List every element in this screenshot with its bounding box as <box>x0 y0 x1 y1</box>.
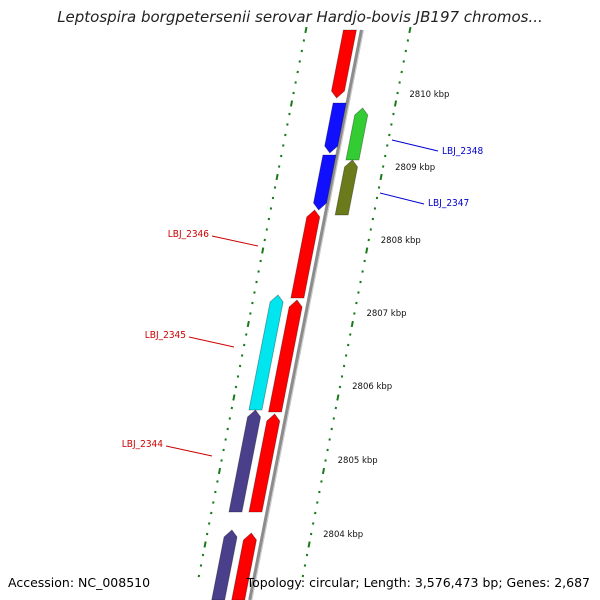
gene-feature-red <box>268 299 303 413</box>
gene-feature-olive <box>334 159 358 216</box>
gene-label: LBJ_2347 <box>428 198 469 209</box>
gene-label-leader <box>188 336 235 348</box>
scale-label: 2810 kbp <box>409 90 449 100</box>
gene-feature-slate <box>211 529 238 600</box>
left-tick-mark <box>289 100 294 107</box>
right-tick-mark <box>408 26 412 34</box>
backbone <box>248 29 364 600</box>
right-tick-mark <box>365 247 369 254</box>
gene-feature-blue <box>324 102 347 154</box>
gene-feature-green <box>345 107 369 161</box>
left-tick-mark <box>304 26 308 34</box>
gene-feature-red <box>248 413 281 513</box>
scale-label: 2807 kbp <box>366 309 406 319</box>
scale-label: 2804 kbp <box>323 530 363 540</box>
gene-label-leader <box>211 235 259 247</box>
left-tick-mark <box>246 320 250 328</box>
left-tick-mark <box>203 541 207 548</box>
gene-feature-red <box>231 532 257 600</box>
right-tick-mark <box>307 541 311 548</box>
gene-label: LBJ_2348 <box>442 146 483 157</box>
right-tick-mark <box>321 467 326 475</box>
gene-label: LBJ_2344 <box>122 439 163 450</box>
right-tick-mark <box>379 173 383 181</box>
genome-summary: Topology: circular; Length: 3,576,473 bp… <box>246 575 590 590</box>
accession-label: Accession: NC_008510 <box>8 575 151 590</box>
gene-label: LBJ_2345 <box>145 330 186 341</box>
left-tick-mark <box>217 467 222 475</box>
gene-label-leader <box>391 139 439 152</box>
gene-feature-slate <box>228 409 261 513</box>
backbone-highlight <box>251 29 364 600</box>
scale-label: 2809 kbp <box>395 163 435 173</box>
gene-feature-blue <box>313 154 337 211</box>
gene-feature-cyan <box>248 294 284 411</box>
right-tick-mark <box>336 394 340 401</box>
scale-label: 2806 kbp <box>352 382 392 392</box>
left-tick-mark <box>261 247 265 254</box>
scale-label: 2808 kbp <box>381 236 421 246</box>
left-tick-mark <box>275 173 279 181</box>
right-tick-mark <box>350 320 354 328</box>
gene-label-leader <box>379 192 425 205</box>
map-title: Leptospira borgpetersenii serovar Hardjo… <box>57 8 543 26</box>
scale-label: 2805 kbp <box>338 456 378 466</box>
left-tick-mark <box>232 394 236 401</box>
gene-feature-red <box>331 29 357 99</box>
gene-label-leader <box>165 445 213 457</box>
right-tick-mark <box>393 100 398 107</box>
gene-label: LBJ_2346 <box>168 229 209 240</box>
gene-feature-red <box>290 209 321 299</box>
